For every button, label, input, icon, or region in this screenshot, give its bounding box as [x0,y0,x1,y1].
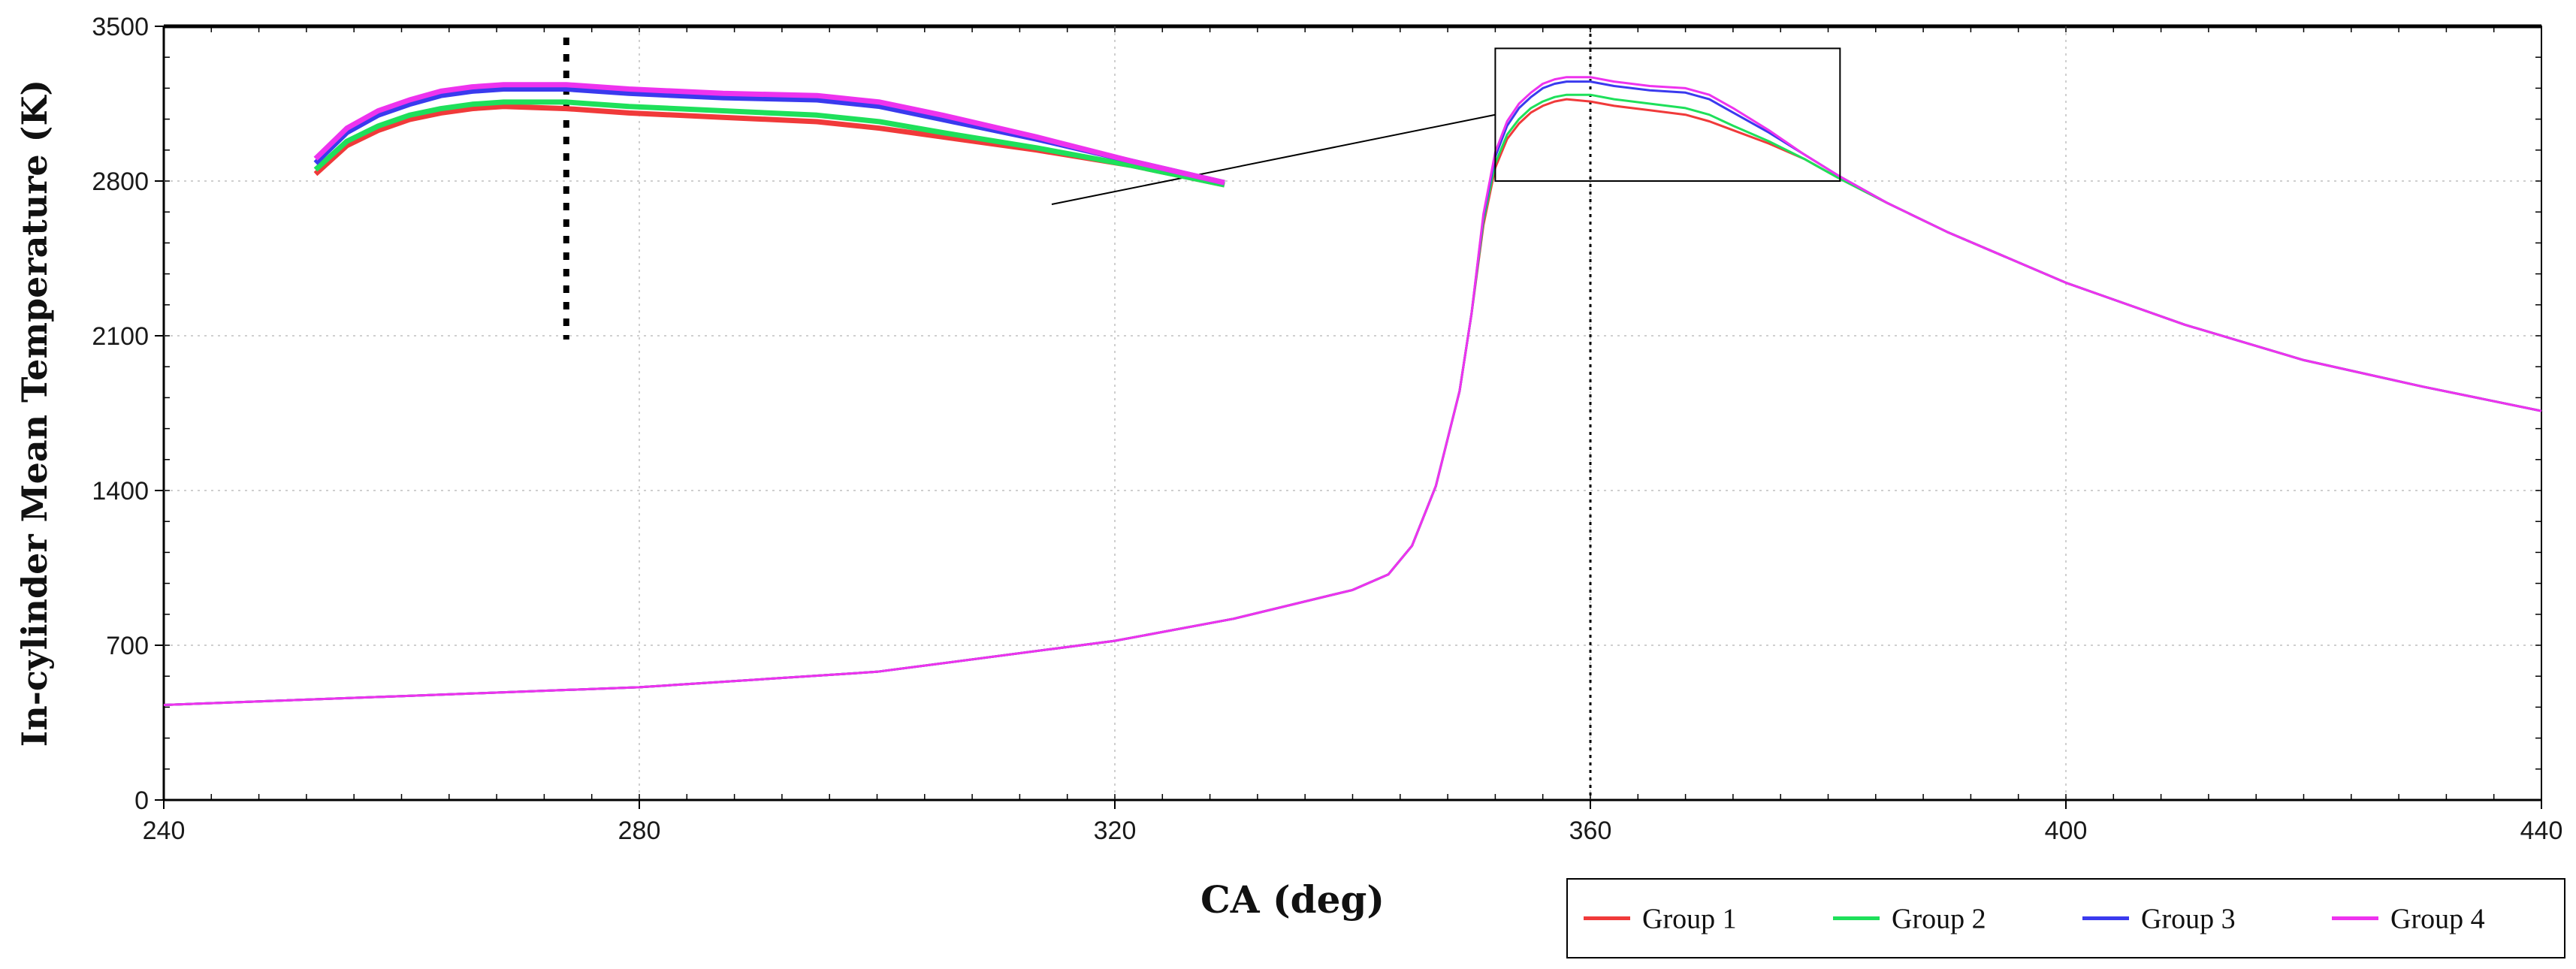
legend-label: Group 3 [2141,904,2236,935]
y-tick-label: 2100 [92,322,149,351]
legend-label: Group 4 [2390,904,2485,935]
plot-area: 240 280 320 360 400 440 0 700 1400 2100 2800 3500 [92,13,2562,845]
x-tick-label: 400 [2045,817,2088,845]
series-lines [163,76,2542,706]
zoom-region-box [1494,47,1841,182]
legend-label: Group 1 [1642,904,1737,935]
x-axis-title: CA (deg) [1200,877,1385,922]
series-line-group-3 [163,80,2542,706]
zoom-leader-line [1051,113,1496,205]
x-tick-label: 360 [1569,817,1612,845]
inset-line-group-1 [313,104,1225,188]
grid-lines [155,26,2542,809]
inset-line-group-2 [313,99,1225,188]
inset-zoom [313,38,1225,340]
series-line-group-2 [163,93,2542,706]
y-tick-label: 700 [106,632,149,660]
series-line-group-4 [163,76,2542,706]
y-tick-label: 0 [134,786,149,815]
y-tick-label: 2800 [92,168,149,196]
x-tick-label: 240 [143,817,186,845]
y-tick-label: 1400 [92,477,149,506]
tick-labels: 240 280 320 360 400 440 0 700 1400 2100 2800 3500 [92,13,2562,845]
y-tick-label: 3500 [92,13,149,41]
minor-ticks [163,26,2542,801]
plot-frame [163,26,2542,801]
series-line-group-1 [163,98,2542,706]
x-tick-label: 280 [618,817,661,845]
legend: Group 1 Group 2 Group 3 Group 4 [1566,878,2565,958]
inset-line-group-3 [313,86,1225,186]
x-tick-label: 320 [1094,817,1137,845]
legend-label: Group 2 [1892,904,1986,935]
inset-line-group-4 [313,82,1225,186]
y-axis-title: In-cylinder Mean Temperature (K) [14,80,55,747]
legend-box [1566,878,2565,958]
x-tick-label: 440 [2520,817,2563,845]
